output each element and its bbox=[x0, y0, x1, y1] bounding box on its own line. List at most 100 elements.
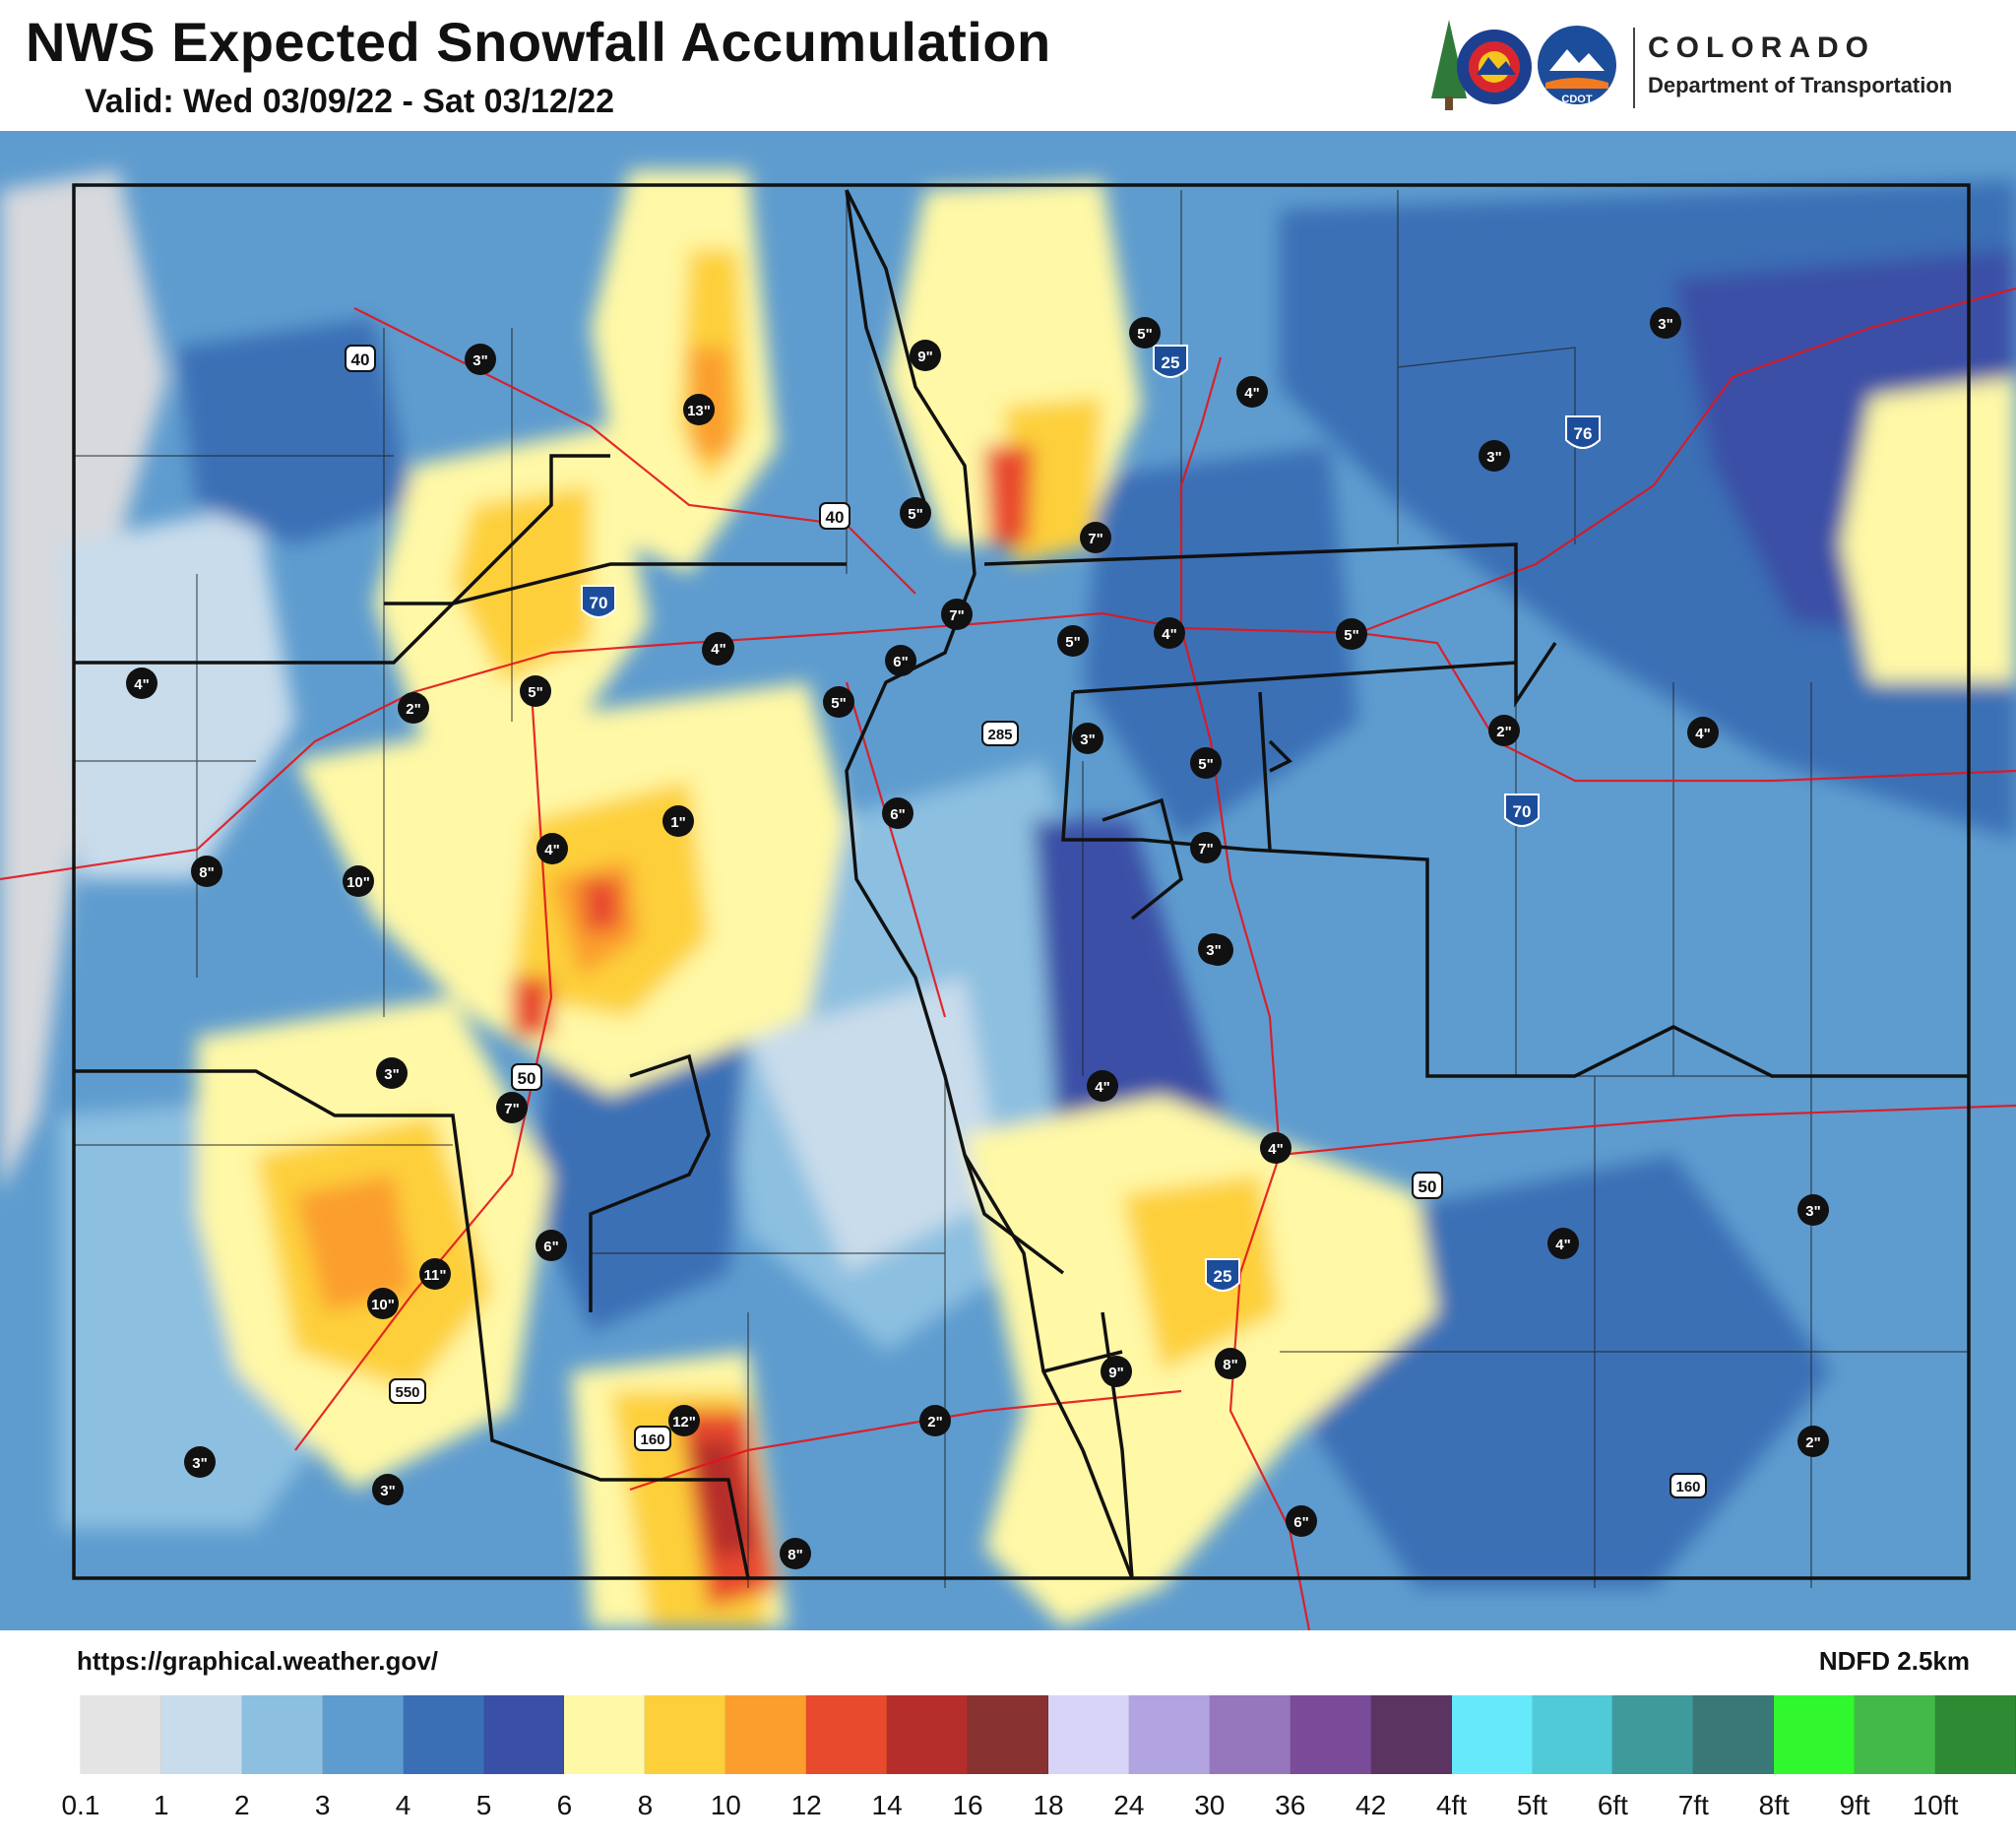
snowfall-marker: 8" bbox=[191, 856, 222, 887]
marker-dot bbox=[1479, 440, 1510, 472]
snowfall-map: 40 40 70 285 25 76 70 50 bbox=[0, 131, 2016, 1630]
us-550-shield: 550 bbox=[389, 1378, 426, 1404]
marker-dot bbox=[1198, 933, 1229, 965]
snowfall-marker: 1" bbox=[662, 805, 694, 837]
marker-value: 7" bbox=[1198, 841, 1213, 858]
legend-swatch bbox=[564, 1695, 646, 1774]
snowfall-marker: 6" bbox=[885, 645, 916, 676]
marker-value: 5" bbox=[528, 684, 542, 701]
legend-swatch bbox=[645, 1695, 726, 1774]
cdot-logo: CDOT bbox=[1431, 20, 1635, 110]
legend-swatch bbox=[1047, 1695, 1129, 1774]
snowfall-marker: 3" bbox=[376, 1057, 408, 1089]
marker-dot bbox=[376, 1057, 408, 1089]
legend-tick-label: 6ft bbox=[1597, 1790, 1628, 1820]
marker-value: 9" bbox=[1108, 1365, 1123, 1381]
svg-text:25: 25 bbox=[1214, 1267, 1232, 1286]
marker-value: 4" bbox=[544, 842, 559, 858]
resolution-label: NDFD 2.5km bbox=[1818, 1646, 1970, 1676]
legend-swatch bbox=[241, 1695, 323, 1774]
snowfall-marker: 3" bbox=[465, 344, 496, 375]
us-50-shield-west: 50 bbox=[511, 1063, 542, 1091]
map-title: NWS Expected Snowfall Accumulation bbox=[26, 11, 1051, 73]
legend-swatch bbox=[968, 1695, 1048, 1774]
snowfall-marker: 4" bbox=[536, 833, 568, 864]
snowfall-marker: 4" bbox=[1547, 1228, 1579, 1259]
snowfall-marker: 5" bbox=[1336, 618, 1367, 650]
legend-tick-label: 10 bbox=[710, 1790, 741, 1820]
snowfall-marker: 3" bbox=[1650, 307, 1681, 339]
svg-text:70: 70 bbox=[1513, 802, 1532, 821]
marker-value: 4" bbox=[1268, 1141, 1283, 1158]
legend-swatch bbox=[1532, 1695, 1613, 1774]
legend-tick-label: 0.1 bbox=[61, 1790, 100, 1820]
marker-dot bbox=[882, 797, 914, 829]
snowfall-marker: 5" bbox=[823, 686, 854, 718]
marker-dot bbox=[1190, 832, 1222, 863]
marker-value: 3" bbox=[1206, 942, 1221, 959]
marker-value: 4" bbox=[134, 676, 149, 693]
marker-value: 3" bbox=[192, 1455, 207, 1472]
legend-tick-label: 8ft bbox=[1758, 1790, 1790, 1820]
marker-dot bbox=[1154, 617, 1185, 649]
legend-swatch bbox=[483, 1695, 565, 1774]
legend-tick-label: 2 bbox=[233, 1790, 250, 1820]
header: NWS Expected Snowfall Accumulation Valid… bbox=[0, 0, 2016, 131]
snowfall-marker: 10" bbox=[367, 1288, 399, 1319]
marker-value: 4" bbox=[1244, 385, 1259, 402]
legend-swatch bbox=[1370, 1695, 1452, 1774]
marker-value: 5" bbox=[908, 506, 922, 523]
snowfall-marker: 10" bbox=[343, 865, 374, 897]
marker-dot bbox=[1336, 618, 1367, 650]
us-40-shield-west: 40 bbox=[345, 345, 376, 372]
colorado-border bbox=[72, 183, 1971, 1580]
svg-text:50: 50 bbox=[518, 1069, 536, 1088]
marker-dot bbox=[1072, 723, 1103, 754]
snowfall-marker: 3" bbox=[1479, 440, 1510, 472]
marker-dot bbox=[1215, 1348, 1246, 1379]
svg-text:70: 70 bbox=[590, 594, 608, 612]
marker-dot bbox=[126, 668, 158, 699]
legend-swatch bbox=[1451, 1695, 1533, 1774]
legend-swatch bbox=[1693, 1695, 1775, 1774]
marker-dot bbox=[1650, 307, 1681, 339]
tree-icon bbox=[1431, 20, 1467, 98]
snowfall-marker: 5" bbox=[520, 675, 551, 707]
legend-tick-label: 7ft bbox=[1677, 1790, 1709, 1820]
snowfall-marker: 3" bbox=[372, 1474, 404, 1505]
marker-value: 2" bbox=[406, 701, 420, 718]
marker-dot bbox=[191, 856, 222, 887]
snowfall-marker: 7" bbox=[496, 1092, 528, 1123]
marker-dot bbox=[703, 632, 734, 664]
snowfall-marker: 3" bbox=[1072, 723, 1103, 754]
marker-dot bbox=[823, 686, 854, 718]
marker-value: 3" bbox=[1080, 731, 1095, 748]
marker-value: 4" bbox=[711, 641, 725, 658]
snowfall-marker: 5" bbox=[1057, 625, 1089, 657]
snowfall-marker: 4" bbox=[126, 668, 158, 699]
legend-tick-label: 10ft bbox=[1912, 1790, 1959, 1820]
marker-value: 4" bbox=[1555, 1237, 1570, 1253]
marker-value: 3" bbox=[1805, 1203, 1820, 1220]
marker-dot bbox=[683, 394, 715, 425]
marker-value: 3" bbox=[1658, 316, 1672, 333]
snowfall-marker: 6" bbox=[1286, 1505, 1317, 1537]
legend-tick-label: 4ft bbox=[1435, 1790, 1468, 1820]
marker-value: 4" bbox=[1695, 726, 1710, 742]
legend-swatch bbox=[1128, 1695, 1210, 1774]
snowfall-marker: 2" bbox=[1488, 715, 1520, 746]
marker-dot bbox=[919, 1405, 951, 1436]
marker-dot bbox=[1687, 717, 1719, 748]
legend-swatch bbox=[887, 1695, 969, 1774]
marker-value: 4" bbox=[1162, 626, 1176, 643]
marker-dot bbox=[496, 1092, 528, 1123]
snowfall-marker: 9" bbox=[1101, 1356, 1132, 1387]
marker-value: 11" bbox=[424, 1267, 447, 1284]
legend-tick-label: 36 bbox=[1275, 1790, 1306, 1820]
marker-value: 5" bbox=[1065, 634, 1080, 651]
marker-value: 5" bbox=[1198, 756, 1213, 773]
marker-dot bbox=[1057, 625, 1089, 657]
legend-swatch bbox=[1209, 1695, 1291, 1774]
snowfall-marker: 2" bbox=[1797, 1426, 1829, 1457]
marker-dot bbox=[465, 344, 496, 375]
